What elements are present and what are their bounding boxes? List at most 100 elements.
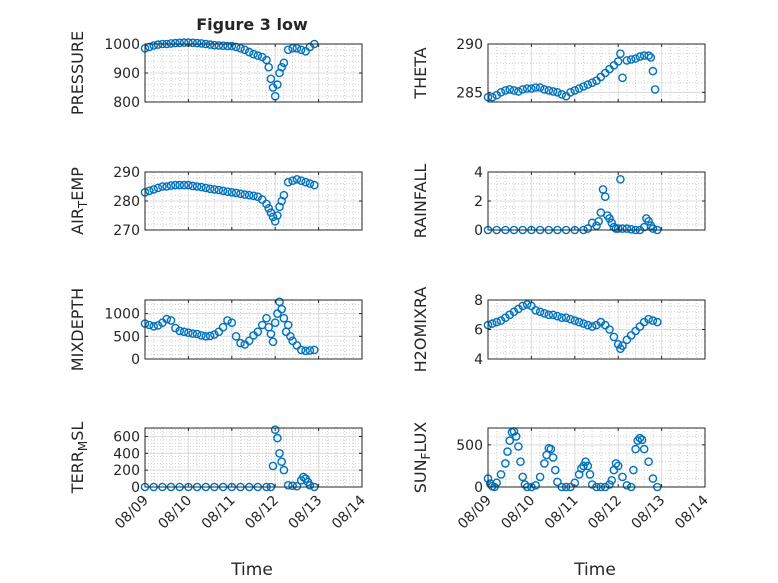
data-point — [618, 224, 627, 233]
data-point — [514, 87, 523, 96]
data-point — [301, 346, 310, 356]
data-point — [144, 320, 154, 330]
data-point — [153, 183, 163, 193]
data-point — [210, 330, 219, 339]
data-point — [492, 317, 502, 327]
data-point — [253, 327, 263, 337]
y-tick-label: 0 — [131, 352, 140, 368]
data-point — [531, 83, 541, 92]
data-point — [244, 47, 254, 57]
data-point — [309, 345, 319, 355]
data-point — [188, 329, 197, 338]
data-point — [570, 316, 580, 325]
data-point — [205, 184, 215, 194]
data-point — [205, 331, 215, 341]
y-tick-label: 290 — [456, 37, 483, 53]
data-point — [257, 195, 267, 204]
data-point — [544, 86, 554, 95]
data-point — [227, 41, 237, 51]
data-point — [644, 457, 653, 467]
data-point — [184, 180, 193, 190]
data-point — [288, 336, 297, 346]
data-point — [305, 179, 315, 188]
data-point — [197, 182, 206, 192]
data-point — [646, 53, 656, 62]
data-point — [171, 38, 180, 48]
data-point — [283, 320, 293, 330]
data-point — [283, 177, 293, 187]
data-point — [296, 176, 306, 185]
data-point — [218, 41, 228, 51]
data-point — [273, 309, 282, 318]
data-point — [570, 86, 580, 95]
x-axis-label-right: Time — [573, 560, 616, 580]
y-tick-label: 1000 — [104, 307, 140, 323]
data-point — [644, 51, 653, 60]
data-point — [153, 40, 163, 49]
data-point — [231, 42, 241, 52]
data-point — [544, 310, 554, 320]
y-tick-label: 270 — [113, 223, 140, 239]
data-point — [548, 87, 558, 96]
panel-8: 0 500 SUNFLUX 08/09 08/10 08/11 08/12 08/13 08/1… — [411, 422, 712, 533]
x-tick-label: 08/14 — [672, 492, 712, 532]
data-point — [509, 86, 519, 95]
y-tick-label: 4 — [474, 165, 483, 181]
y-axis-label: SUNFLUX — [411, 422, 433, 494]
data-point — [240, 190, 250, 199]
x-tick-label: 08/10 — [498, 493, 538, 533]
y-tick-label: 600 — [113, 429, 140, 445]
data-point — [618, 341, 627, 351]
y-axis-label: RAINFALL — [411, 164, 430, 239]
data-point — [579, 461, 588, 471]
data-point — [188, 181, 197, 191]
data-point — [592, 221, 601, 230]
y-axis-label: H2OMIXRA — [411, 287, 430, 373]
data-point — [197, 39, 206, 48]
y-axis-label: TERRMSL — [68, 422, 90, 495]
data-point — [223, 41, 232, 51]
data-point — [639, 444, 649, 454]
data-point — [162, 182, 171, 191]
data-point — [535, 472, 545, 482]
data-point — [579, 319, 588, 328]
data-point — [301, 177, 310, 187]
y-tick-label: 290 — [113, 165, 140, 181]
data-point — [266, 329, 276, 339]
data-point — [535, 307, 545, 317]
data-point — [527, 84, 536, 93]
data-point — [244, 190, 254, 200]
data-point — [305, 346, 315, 355]
data-point — [231, 188, 241, 198]
data-point — [273, 433, 282, 443]
data-point — [633, 436, 643, 445]
x-tick-label: 08/12 — [242, 493, 282, 533]
data-point — [605, 214, 614, 223]
data-point — [197, 331, 206, 340]
data-point — [240, 45, 250, 55]
panel-6: 4 6 8 H2OMIXRA — [411, 287, 706, 373]
data-point — [223, 316, 232, 325]
data-point — [175, 326, 184, 336]
axes-box — [144, 299, 363, 360]
y-tick-label: 285 — [456, 85, 483, 101]
data-point — [162, 314, 171, 324]
data-point — [179, 38, 189, 47]
data-point — [292, 341, 302, 350]
x-tick-label: 08/09 — [455, 493, 495, 533]
data-point — [273, 211, 282, 220]
data-point — [548, 310, 558, 320]
data-point — [598, 185, 608, 194]
data-point — [223, 187, 232, 196]
y-tick-label: 900 — [113, 66, 140, 82]
data-point — [648, 66, 658, 76]
data-point — [557, 313, 567, 323]
axes-box — [487, 43, 706, 103]
data-point — [587, 78, 597, 87]
x-tick-label: 08/11 — [542, 493, 582, 533]
y-tick-label: 280 — [113, 194, 140, 210]
data-point — [516, 457, 525, 467]
data-point — [262, 199, 271, 209]
data-point — [631, 326, 640, 336]
